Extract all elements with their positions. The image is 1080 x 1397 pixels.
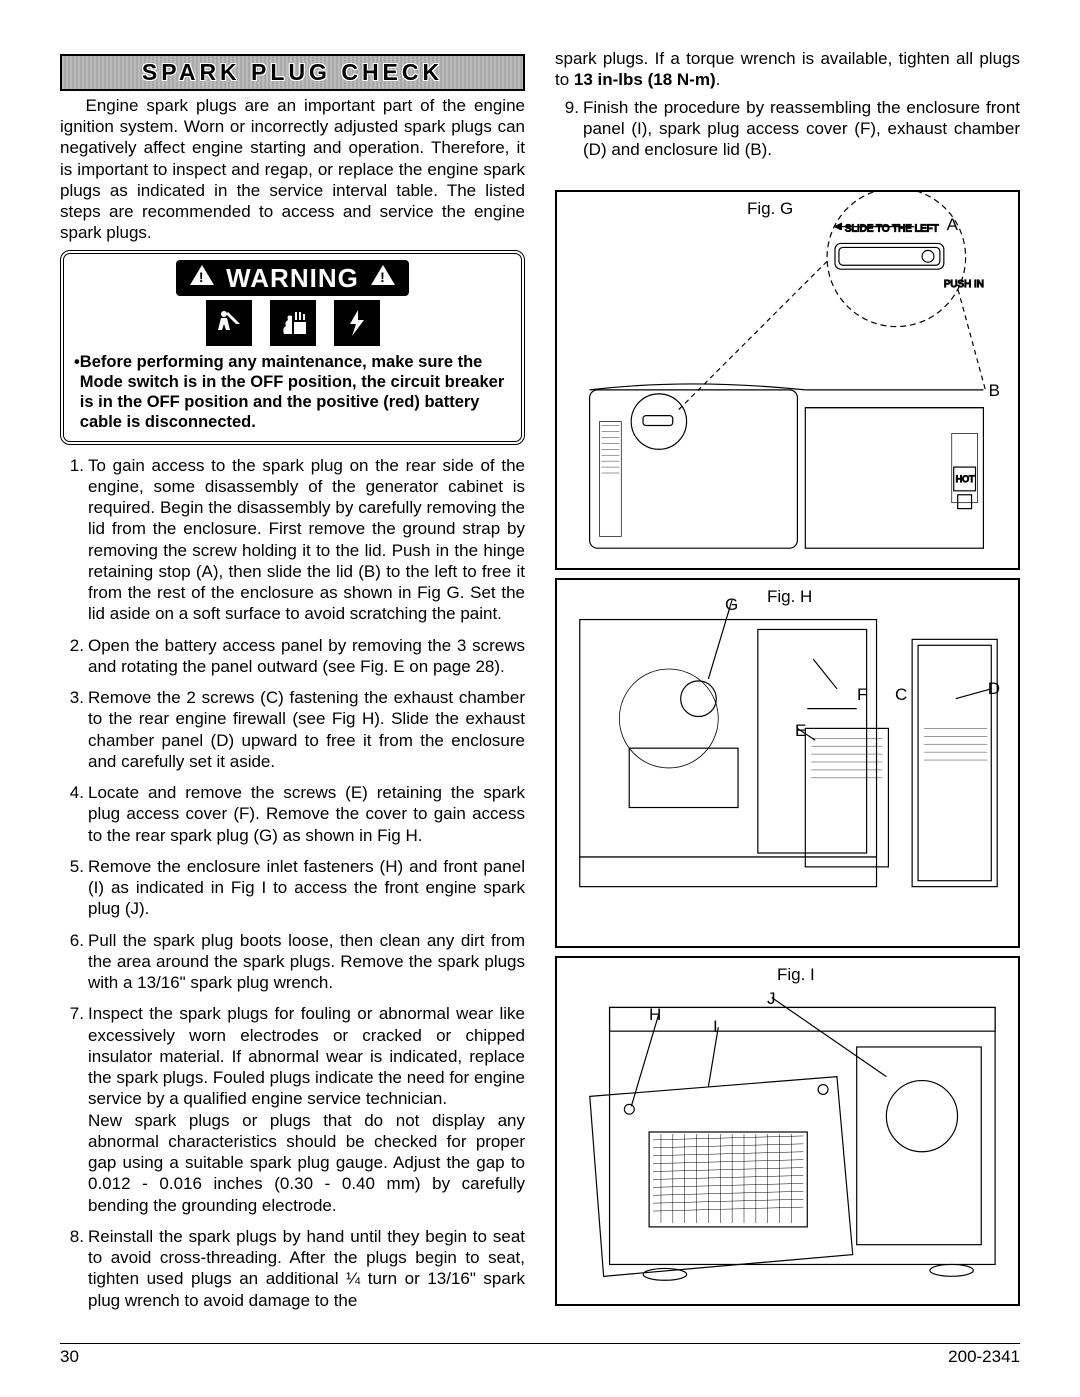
fig-g-illustration: SLIDE TO THE LEFT PUSH IN [557, 192, 1018, 568]
page-footer: 30 200-2341 [60, 1343, 1020, 1367]
procedure-steps: To gain access to the spark plug on the … [60, 455, 525, 1311]
warning-badge: WARNING [176, 260, 409, 297]
fig-h-letter-c: C [895, 684, 907, 705]
warning-header: WARNING [74, 260, 511, 297]
page-number: 30 [60, 1346, 79, 1367]
warning-body: Before performing any maintenance, make … [80, 352, 511, 433]
step-1: To gain access to the spark plug on the … [88, 455, 525, 625]
step8-continuation: spark plugs. If a torque wrench is avail… [555, 48, 1020, 91]
fig-g-letter-b: B [989, 380, 1000, 401]
fig-h-label: Fig. H [767, 586, 812, 607]
section-header: SPARK PLUG CHECK [60, 54, 525, 91]
warning-box: WARNING •Before performing any maintenan… [60, 250, 525, 445]
intro-paragraph: Engine spark plugs are an important part… [60, 95, 525, 244]
step-7: Inspect the spark plugs for fouling or a… [88, 1003, 525, 1216]
step-2: Open the battery access panel by removin… [88, 635, 525, 678]
hazard-burn-icon [270, 300, 316, 346]
step-8: Reinstall the spark plugs by hand until … [88, 1226, 525, 1311]
fig-i-illustration [557, 958, 1018, 1304]
svg-text:HOT: HOT [956, 474, 975, 484]
hazard-shock-icon [334, 300, 380, 346]
fig-i-letter-h: H [649, 1004, 661, 1025]
step-7-extra: New spark plugs or plugs that do not dis… [88, 1111, 525, 1215]
doc-number: 200-2341 [948, 1346, 1020, 1367]
slide-text: SLIDE TO THE LEFT [845, 224, 939, 235]
figure-g: Fig. G SLIDE TO THE LEFT PUSH IN [555, 190, 1020, 570]
step-5: Remove the enclosure inlet fasteners (H)… [88, 856, 525, 920]
hazard-person-icon [206, 300, 252, 346]
warning-text: •Before performing any maintenance, make… [74, 352, 511, 433]
fig-h-letter-g: G [725, 594, 738, 615]
warning-label: WARNING [226, 263, 359, 293]
fig-h-illustration [557, 580, 1018, 946]
fig-h-letter-e: E [795, 720, 806, 741]
fig-g-label: Fig. G [747, 198, 793, 219]
step-4: Locate and remove the screws (E) retaini… [88, 782, 525, 846]
figure-i: Fig. I [555, 956, 1020, 1306]
fig-i-letter-i: I [713, 1016, 718, 1037]
warning-triangle-icon [371, 265, 395, 285]
fig-i-label: Fig. I [777, 964, 815, 985]
fig-g-letter-a: A [947, 214, 958, 235]
warning-icons [74, 300, 511, 346]
section-title: SPARK PLUG CHECK [142, 59, 443, 85]
figure-h: Fig. H [555, 578, 1020, 948]
push-text: PUSH IN [944, 279, 984, 290]
warning-triangle-icon [190, 265, 214, 285]
fig-i-letter-j: J [767, 988, 776, 1009]
step-9: Finish the procedure by reassembling the… [583, 97, 1020, 161]
procedure-steps-cont: Finish the procedure by reassembling the… [555, 97, 1020, 161]
fig-h-letter-d: D [988, 678, 1000, 699]
step-3: Remove the 2 screws (C) fastening the ex… [88, 687, 525, 772]
step-6: Pull the spark plug boots loose, then cl… [88, 930, 525, 994]
fig-h-letter-f: F [857, 684, 867, 705]
